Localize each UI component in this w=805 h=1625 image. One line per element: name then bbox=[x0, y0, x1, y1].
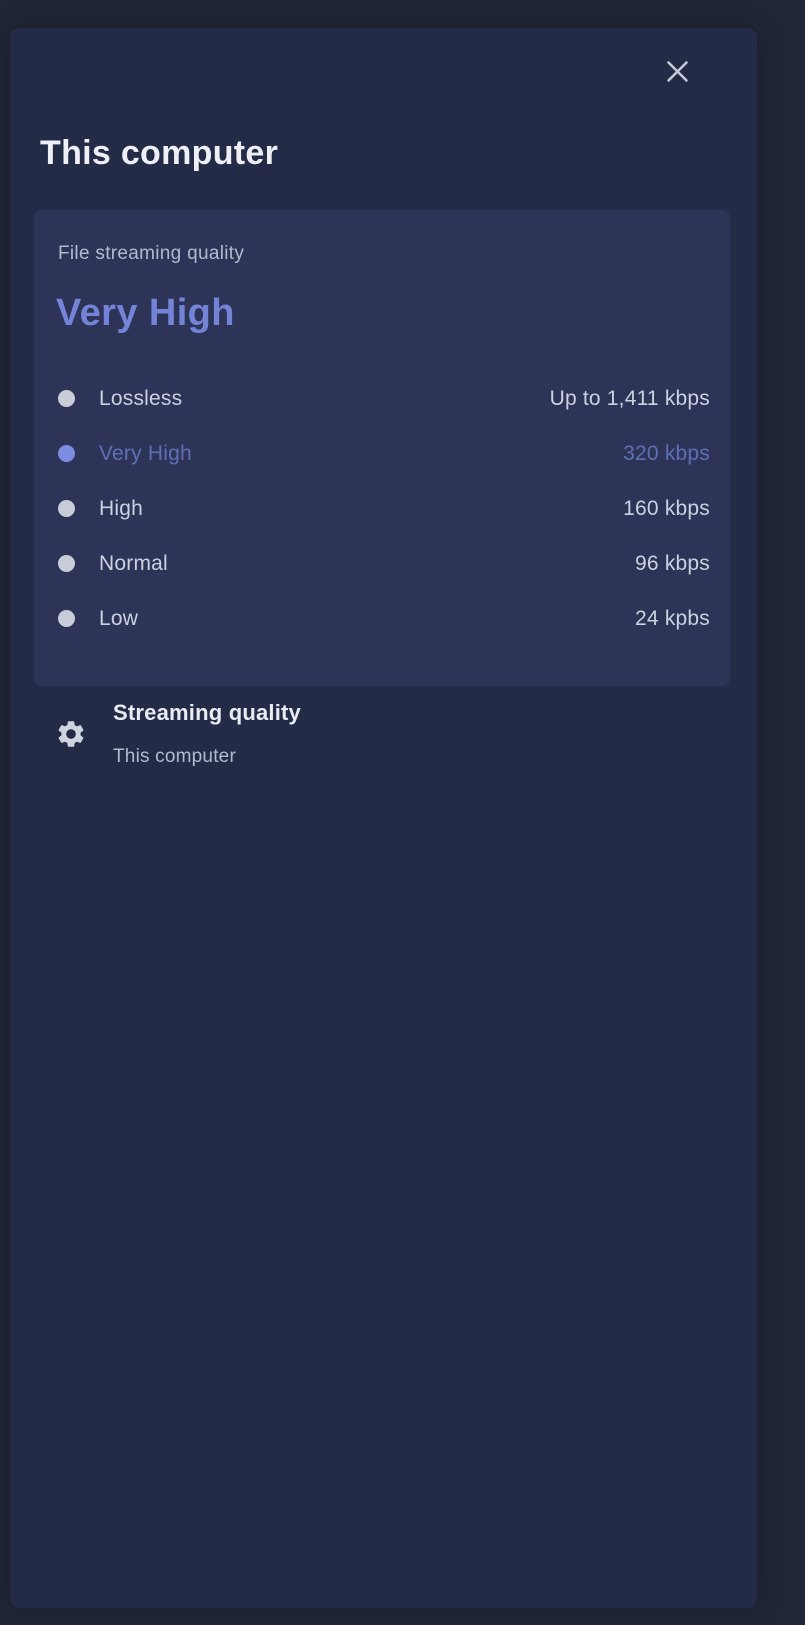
radio-dot-icon bbox=[58, 610, 75, 627]
quality-option-row[interactable]: High 160 kbps bbox=[34, 481, 730, 536]
quality-option-label: Very High bbox=[99, 441, 192, 465]
radio-dot-icon bbox=[58, 445, 75, 462]
quality-option-bitrate: 24 kpbs bbox=[635, 606, 710, 630]
quality-option-row[interactable]: Very High 320 kbps bbox=[34, 426, 730, 481]
quality-option-label: Lossless bbox=[99, 386, 183, 410]
close-button[interactable] bbox=[659, 53, 695, 89]
radio-dot-icon bbox=[58, 390, 75, 407]
file-streaming-quality-card: File streaming quality Very High Lossles… bbox=[34, 210, 730, 686]
quality-options-list: Lossless Up to 1,411 kbps Very High 320 … bbox=[34, 371, 730, 646]
close-icon bbox=[666, 60, 688, 82]
streaming-quality-setting[interactable]: Streaming quality This computer bbox=[55, 700, 301, 768]
quality-option-bitrate: 320 kbps bbox=[623, 441, 710, 465]
settings-title: Streaming quality bbox=[113, 700, 301, 725]
quality-option-bitrate: 160 kbps bbox=[623, 496, 710, 520]
settings-text: Streaming quality This computer bbox=[113, 700, 301, 768]
selected-quality-value: Very High bbox=[56, 292, 235, 334]
radio-dot-icon bbox=[58, 500, 75, 517]
quality-option-row[interactable]: Low 24 kpbs bbox=[34, 591, 730, 646]
quality-option-label: Normal bbox=[99, 551, 168, 575]
quality-option-bitrate: 96 kbps bbox=[635, 551, 710, 575]
quality-option-bitrate: Up to 1,411 kbps bbox=[549, 386, 710, 410]
quality-option-row[interactable]: Normal 96 kbps bbox=[34, 536, 730, 591]
gear-icon bbox=[55, 718, 87, 750]
page-title: This computer bbox=[40, 134, 279, 172]
radio-dot-icon bbox=[58, 555, 75, 572]
quality-option-label: Low bbox=[99, 606, 139, 630]
card-label: File streaming quality bbox=[58, 243, 245, 264]
streaming-settings-panel: This computer File streaming quality Ver… bbox=[10, 28, 757, 1608]
quality-option-label: High bbox=[99, 496, 143, 520]
quality-option-row[interactable]: Lossless Up to 1,411 kbps bbox=[34, 371, 730, 426]
settings-subtitle: This computer bbox=[113, 746, 236, 767]
